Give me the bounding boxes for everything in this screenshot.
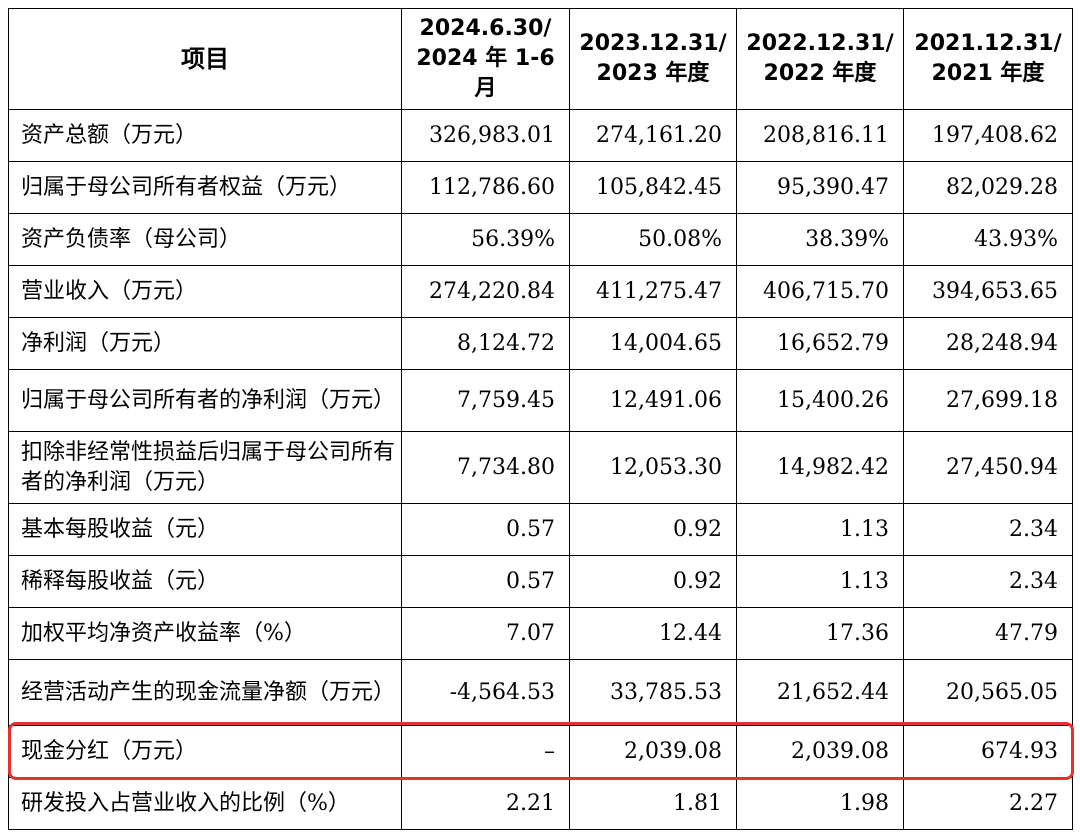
row-value: 14,982.42 [736,431,904,504]
row-value: 16,652.79 [736,317,904,370]
header-col-2023-line1: 2023.12.31/ [579,31,727,56]
row-value: 7,759.45 [401,369,570,432]
row-label: 营业收入（万元） [8,265,402,318]
row-value: – [401,725,570,778]
row-label: 归属于母公司所有者权益（万元） [8,161,402,214]
row-value: 0.57 [401,555,570,608]
row-value: 1.98 [736,777,904,830]
row-value: 27,699.18 [903,369,1073,432]
row-value: 0.92 [569,503,737,556]
row-value: 47.79 [903,607,1073,660]
header-col-2024h1-line2: 2024 年 1-6 [416,46,555,71]
row-value: 2,039.08 [736,725,904,778]
row-value: 1.13 [736,555,904,608]
row-value: 394,653.65 [903,265,1073,318]
row-value: 21,652.44 [736,659,904,726]
row-value: 50.08% [569,213,737,266]
header-col-2022-line2: 2022 年度 [763,61,877,86]
row-value: 411,275.47 [569,265,737,318]
row-value: 95,390.47 [736,161,904,214]
row-label: 归属于母公司所有者的净利润（万元） [8,369,402,432]
row-value: 274,161.20 [569,109,737,162]
row-value: 2,039.08 [569,725,737,778]
table-row: 加权平均净资产收益率（%） 7.07 12.44 17.36 47.79 [8,607,1073,660]
row-value: 56.39% [401,213,570,266]
row-label: 研发投入占营业收入的比例（%） [8,777,402,830]
row-value: 2.27 [903,777,1073,830]
row-value: 12,491.06 [569,369,737,432]
row-value: 43.93% [903,213,1073,266]
row-label: 资产负债率（母公司） [8,213,402,266]
table-row: 归属于母公司所有者权益（万元） 112,786.60 105,842.45 95,39… [8,161,1073,214]
row-value: 208,816.11 [736,109,904,162]
row-value: 112,786.60 [401,161,570,214]
row-value: 274,220.84 [401,265,570,318]
row-label: 基本每股收益（元） [8,503,402,556]
table-row: 归属于母公司所有者的净利润（万元） 7,759.45 12,491.06 15,400… [8,369,1073,432]
row-value: 38.39% [736,213,904,266]
row-value: 7.07 [401,607,570,660]
header-col-2024h1-line1: 2024.6.30/ [419,16,552,41]
table-row: 扣除非经常性损益后归属于母公司所有者的净利润（万元） 7,734.80 12,053… [8,431,1073,504]
table-row: 净利润（万元） 8,124.72 14,004.65 16,652.79 28,248.… [8,317,1073,370]
table-header-row: 项目 2024.6.30/ 2024 年 1-6 月 2023.12.31/ 2… [8,8,1073,110]
header-col-2024h1-line3: 月 [474,76,497,101]
row-value: 0.57 [401,503,570,556]
header-col-2023: 2023.12.31/ 2023 年度 [569,8,737,110]
row-label: 资产总额（万元） [8,109,402,162]
row-value: 20,565.05 [903,659,1073,726]
table-row: 资产负债率（母公司） 56.39% 50.08% 38.39% 43.93% [8,213,1073,266]
header-col-2021-line2: 2021 年度 [931,61,1045,86]
table-row: 经营活动产生的现金流量净额（万元） -4,564.53 33,785.53 21,65… [8,659,1073,726]
row-value: 33,785.53 [569,659,737,726]
header-col-2023-line2: 2023 年度 [596,61,710,86]
row-value: 2.34 [903,555,1073,608]
row-label: 加权平均净资产收益率（%） [8,607,402,660]
row-value: 1.81 [569,777,737,830]
row-value: 674.93 [903,725,1073,778]
table-row: 营业收入（万元） 274,220.84 411,275.47 406,715.70 39… [8,265,1073,318]
header-col-2021: 2021.12.31/ 2021 年度 [903,8,1073,110]
row-value: 7,734.80 [401,431,570,504]
row-value: 12,053.30 [569,431,737,504]
row-label: 净利润（万元） [8,317,402,370]
row-value: 8,124.72 [401,317,570,370]
row-label: 扣除非经常性损益后归属于母公司所有者的净利润（万元） [8,431,402,504]
row-value: 28,248.94 [903,317,1073,370]
row-value: 12.44 [569,607,737,660]
row-value: 197,408.62 [903,109,1073,162]
row-label: 现金分红（万元） [8,725,402,778]
table-row: 基本每股收益（元） 0.57 0.92 1.13 2.34 [8,503,1073,556]
header-col-2024h1: 2024.6.30/ 2024 年 1-6 月 [401,8,570,110]
table-row: 研发投入占营业收入的比例（%） 2.21 1.81 1.98 2.27 [8,777,1073,830]
row-value: 326,983.01 [401,109,570,162]
row-value: 14,004.65 [569,317,737,370]
row-label: 稀释每股收益（元） [8,555,402,608]
table-row: 稀释每股收益（元） 0.57 0.92 1.13 2.34 [8,555,1073,608]
table-row: 现金分红（万元） –2,039.08 2,039.08 674.93 [8,725,1073,778]
row-value: 2.21 [401,777,570,830]
row-value: 27,450.94 [903,431,1073,504]
row-value: 17.36 [736,607,904,660]
row-label: 经营活动产生的现金流量净额（万元） [8,659,402,726]
row-value: 15,400.26 [736,369,904,432]
header-item: 项目 [8,8,402,110]
row-value: 0.92 [569,555,737,608]
row-value: 2.34 [903,503,1073,556]
row-value: 1.13 [736,503,904,556]
financial-data-table: 项目 2024.6.30/ 2024 年 1-6 月 2023.12.31/ 2… [8,8,1073,830]
row-value: -4,564.53 [401,659,570,726]
row-value: 105,842.45 [569,161,737,214]
header-col-2021-line1: 2021.12.31/ [914,31,1062,56]
row-value: 82,029.28 [903,161,1073,214]
header-col-2022: 2022.12.31/ 2022 年度 [736,8,904,110]
table-row: 资产总额（万元） 326,983.01 274,161.20 208,816.11 19… [8,109,1073,162]
header-col-2022-line1: 2022.12.31/ [746,31,894,56]
row-value: 406,715.70 [736,265,904,318]
